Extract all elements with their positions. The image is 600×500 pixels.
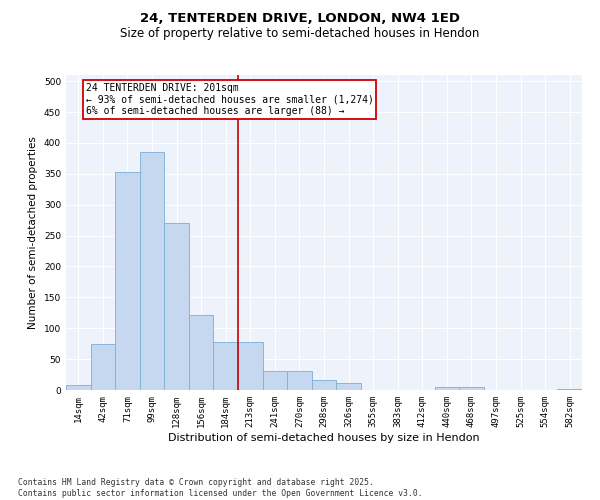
Bar (115, 172, 140, 390)
Bar (336, 383, 361, 390)
Y-axis label: Number of semi-detached properties: Number of semi-detached properties (28, 136, 38, 329)
Text: 24 TENTERDEN DRIVE: 201sqm
← 93% of semi-detached houses are smaller (1,274)
6% : 24 TENTERDEN DRIVE: 201sqm ← 93% of semi… (86, 83, 374, 116)
Bar (557, 389, 582, 390)
Bar (459, 387, 484, 390)
Text: Size of property relative to semi-detached houses in Hendon: Size of property relative to semi-detach… (121, 28, 479, 40)
Bar (189, 314, 214, 390)
Text: 24, TENTERDEN DRIVE, LONDON, NW4 1ED: 24, TENTERDEN DRIVE, LONDON, NW4 1ED (140, 12, 460, 26)
Bar (287, 372, 312, 390)
X-axis label: Distribution of semi-detached houses by size in Hendon: Distribution of semi-detached houses by … (168, 432, 480, 442)
Bar (91, 344, 115, 390)
Bar (434, 387, 459, 390)
Bar (214, 342, 238, 390)
Text: Contains HM Land Registry data © Crown copyright and database right 2025.
Contai: Contains HM Land Registry data © Crown c… (18, 478, 422, 498)
Bar (164, 223, 189, 390)
Bar (263, 372, 287, 390)
Bar (66, 385, 91, 390)
Bar (238, 342, 263, 390)
Bar (312, 380, 336, 390)
Bar (140, 152, 164, 390)
